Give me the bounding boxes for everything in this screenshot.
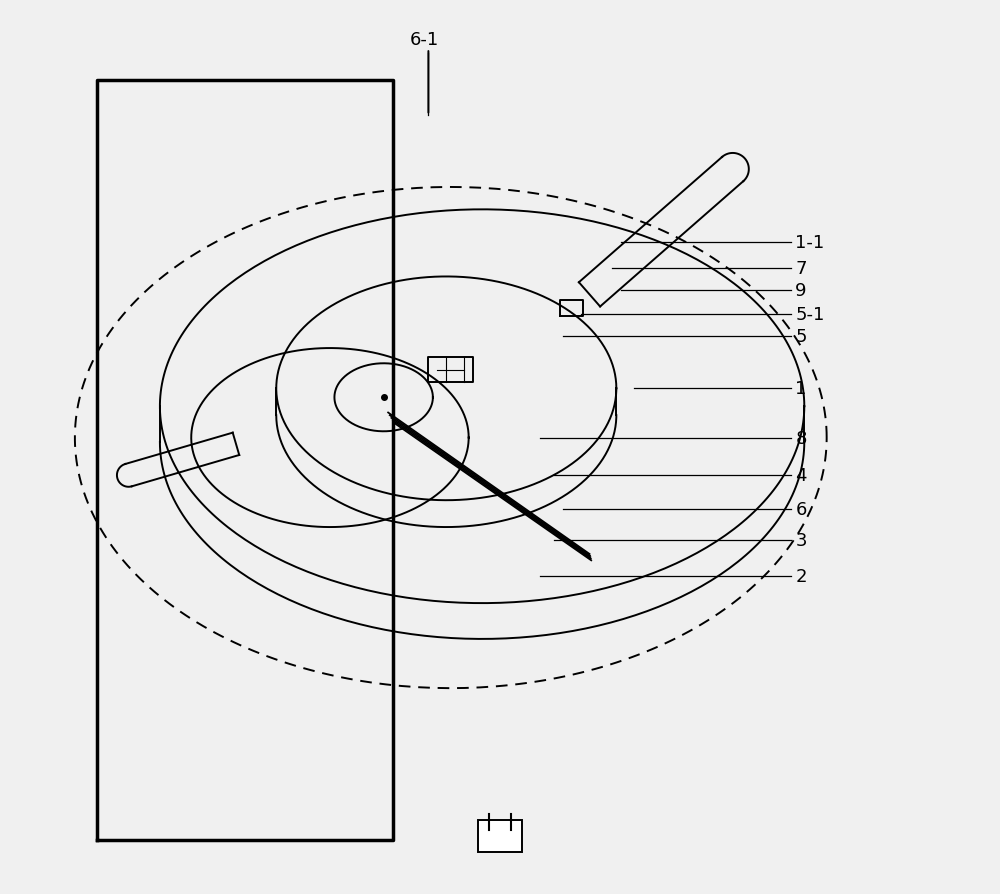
Text: 2: 2 [795, 568, 807, 586]
FancyBboxPatch shape [478, 820, 522, 852]
Text: 6: 6 [795, 501, 807, 519]
Text: 4: 4 [795, 467, 807, 485]
Text: 5: 5 [795, 328, 807, 346]
Text: 7: 7 [795, 259, 807, 277]
Text: 9: 9 [795, 282, 807, 299]
Text: 5-1: 5-1 [795, 306, 825, 324]
Text: 3: 3 [795, 532, 807, 550]
Text: 8: 8 [795, 429, 807, 447]
Text: 6-1: 6-1 [409, 31, 439, 49]
Text: 1: 1 [795, 380, 807, 398]
Text: 1-1: 1-1 [795, 234, 825, 252]
